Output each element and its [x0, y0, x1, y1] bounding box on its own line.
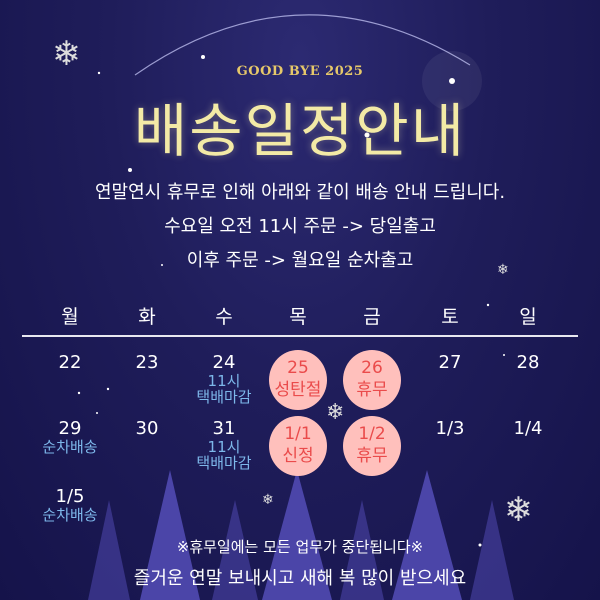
divider: [22, 335, 578, 337]
snowflake-icon: ❄: [326, 400, 345, 425]
holiday-label: 성탄절: [274, 380, 322, 400]
day-note: 택배마감: [196, 454, 252, 472]
calendar-day: 1/5 순차배송: [25, 486, 115, 523]
day-note: 순차배송: [42, 506, 98, 524]
date-number: 28: [516, 352, 540, 373]
holiday-day: 1/1 신정: [269, 416, 327, 476]
calendar-day: 31 11시 택배마감: [179, 418, 269, 471]
date-number: 1/5: [55, 486, 85, 507]
weekday-label: 화: [138, 306, 156, 328]
snowflake-icon: ❄: [504, 490, 533, 530]
intro-line-2: 수요일 오전 11시 주문 -> 당일출고: [164, 216, 436, 237]
day-note: 택배마감: [196, 388, 252, 406]
snowflake-icon: ❄: [262, 492, 274, 508]
date-number: 30: [135, 418, 159, 439]
calendar-day: 24 11시 택배마감: [179, 352, 269, 405]
intro-line-3: 이후 주문 -> 월요일 순차출고: [186, 250, 414, 271]
date-number: 29: [58, 418, 82, 439]
weekday-label: 일: [519, 306, 537, 328]
holiday-label: 휴무: [356, 380, 388, 400]
intro-line-1: 연말연시 휴무로 인해 아래와 같이 배송 안내 드립니다.: [94, 182, 506, 203]
holiday-day: 25 성탄절: [269, 350, 327, 410]
header-subtitle: GOOD BYE 2025: [236, 64, 364, 79]
calendar-day: 1/4: [483, 418, 573, 439]
holiday-day: 1/2 휴무: [343, 416, 401, 476]
date-number: 24: [212, 352, 236, 373]
holiday-label: 휴무: [356, 446, 388, 466]
calendar-day: 29 순차배송: [25, 418, 115, 455]
day-note: 11시: [207, 372, 241, 390]
greeting-text: 즐거운 연말 보내시고 새해 복 많이 받으세요: [133, 568, 467, 589]
calendar-day: 1/3: [405, 418, 495, 439]
weekday-label: 금: [363, 306, 381, 328]
holiday-label: 신정: [282, 446, 314, 466]
date-number: 23: [135, 352, 159, 373]
calendar-day: 23: [102, 352, 192, 373]
calendar-day: 27: [405, 352, 495, 373]
calendar-day: 22: [25, 352, 115, 373]
holiday-day: 26 휴무: [343, 350, 401, 410]
date-number: 1/4: [513, 418, 543, 439]
weekday-label: 토: [441, 306, 459, 328]
date-number: 22: [58, 352, 82, 373]
page-title: 배송일정안내: [133, 97, 467, 165]
date-number: 1/3: [435, 418, 465, 439]
date-number: 25: [287, 358, 309, 378]
date-number: 26: [361, 358, 383, 378]
calendar-day: 30: [102, 418, 192, 439]
snowflake-icon: ❄: [52, 34, 81, 74]
weekday-label: 수: [215, 306, 233, 328]
snowflake-icon: ❄: [497, 262, 509, 278]
date-number: 1/2: [358, 424, 386, 444]
weekday-label: 월: [61, 306, 79, 328]
date-number: 1/1: [284, 424, 312, 444]
date-number: 31: [212, 418, 236, 439]
date-number: 27: [438, 352, 462, 373]
notice-text: ※휴무일에는 모든 업무가 중단됩니다※: [176, 538, 424, 556]
day-note: 11시: [207, 438, 241, 456]
day-note: 순차배송: [42, 438, 98, 456]
calendar-day: 28: [483, 352, 573, 373]
weekday-label: 목: [289, 306, 307, 328]
